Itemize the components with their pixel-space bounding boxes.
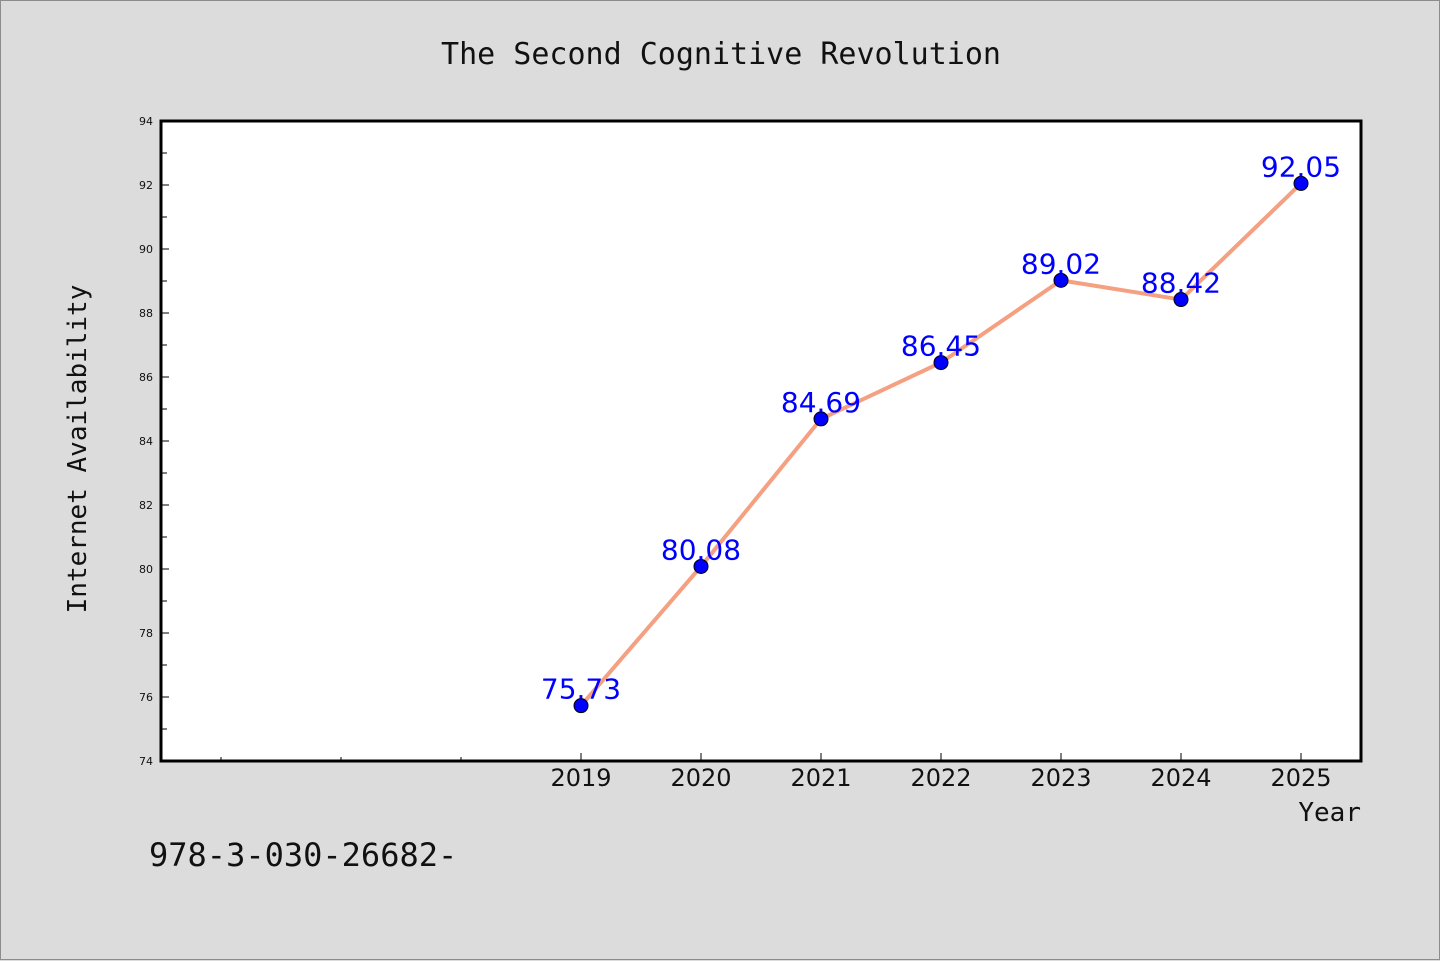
y-tick-label: 84 (139, 435, 153, 448)
y-tick-label: 86 (139, 371, 153, 384)
data-label: 80.08 (661, 533, 741, 566)
plot-area (161, 121, 1361, 761)
data-label: 84.69 (781, 386, 861, 419)
chart-title: The Second Cognitive Revolution (441, 37, 1001, 72)
data-point (1173, 292, 1189, 308)
y-tick-label: 76 (139, 691, 153, 704)
y-tick-label: 74 (139, 755, 153, 768)
y-tick-label: 92 (139, 179, 153, 192)
footnote: 978-3-030-26682- (149, 836, 457, 874)
y-axis-label: Internet Availability (63, 285, 93, 614)
x-tick-label: 2024 (1150, 764, 1211, 792)
x-tick-label: 2021 (790, 764, 851, 792)
data-point (1053, 272, 1069, 288)
data-point (933, 355, 949, 371)
axis-ticks: 74 76 78 80 82 84 86 88 90 92 94 2019 2020 2021 2022 20… (139, 115, 1332, 792)
x-tick-label: 2023 (1030, 764, 1091, 792)
data-label: 88.42 (1141, 267, 1221, 300)
data-point (813, 411, 829, 427)
series-group: 75.73 80.08 84.69 86.45 89.02 88.42 92.05 (541, 150, 1341, 714)
y-tick-label: 80 (139, 563, 153, 576)
plot-border (159, 119, 1363, 763)
x-tick-label: 2025 (1270, 764, 1331, 792)
x-tick-label: 2019 (550, 764, 611, 792)
x-tick-label: 2020 (670, 764, 731, 792)
x-axis-label: Year (1298, 798, 1361, 828)
data-label: 92.05 (1261, 150, 1341, 183)
data-label: 86.45 (901, 330, 981, 363)
y-tick-label: 82 (139, 499, 153, 512)
data-point (573, 698, 589, 714)
data-point (1293, 175, 1309, 191)
data-label: 75.73 (541, 673, 621, 706)
y-tick-label: 78 (139, 627, 153, 640)
x-tick-label: 2022 (910, 764, 971, 792)
data-point (693, 558, 709, 574)
y-tick-label: 90 (139, 243, 153, 256)
data-label: 89.02 (1021, 247, 1101, 280)
y-tick-label: 94 (139, 115, 153, 128)
y-tick-label: 88 (139, 307, 153, 320)
